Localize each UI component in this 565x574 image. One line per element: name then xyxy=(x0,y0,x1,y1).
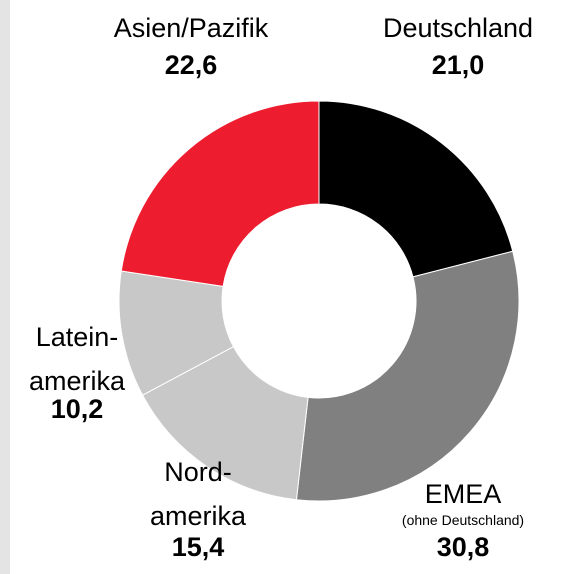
value-label: 22,6 xyxy=(164,50,218,80)
donut-slice xyxy=(120,100,320,287)
donut-slice xyxy=(318,100,514,278)
annotation: (ohne Deutschland) xyxy=(401,512,525,528)
value-label: 15,4 xyxy=(171,532,225,562)
value-label: 30,8 xyxy=(436,532,490,562)
slice-label: Asien/Pazifik xyxy=(113,13,269,43)
value-label: 21,0 xyxy=(431,50,485,80)
slice-label: EMEA xyxy=(424,479,502,509)
slice-label: Latein- amerika xyxy=(28,322,126,396)
slice-label: Nord- amerika xyxy=(149,457,247,531)
value-label: 10,2 xyxy=(50,394,104,424)
slice-label: Deutschland xyxy=(382,13,534,43)
side-strip xyxy=(0,0,10,574)
donut-slice xyxy=(141,345,309,501)
donut-slice xyxy=(295,250,520,502)
